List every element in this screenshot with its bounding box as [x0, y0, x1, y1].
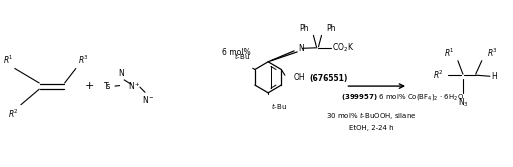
Text: N: N [119, 69, 125, 78]
Text: $R^3$: $R^3$ [78, 54, 89, 66]
Text: N$^-$: N$^-$ [142, 94, 154, 105]
Text: EtOH, 2-24 h: EtOH, 2-24 h [349, 125, 394, 131]
Text: CO$_2$K: CO$_2$K [332, 42, 354, 54]
Text: $R^2$: $R^2$ [8, 108, 19, 120]
Text: $\mathbf{(399957)}$ 6 mol% Co(BF$_4$)$_2$ · 6H$_2$O: $\mathbf{(399957)}$ 6 mol% Co(BF$_4$)$_2… [341, 92, 464, 102]
Text: 30 mol% $t$-BuOOH, silane: 30 mol% $t$-BuOOH, silane [326, 110, 417, 121]
Text: N$_3$: N$_3$ [458, 97, 468, 109]
Text: Ph: Ph [299, 24, 308, 33]
Text: (676551): (676551) [310, 74, 348, 83]
Text: $t$-Bu: $t$-Bu [234, 51, 250, 61]
Text: $R^3$: $R^3$ [487, 46, 498, 59]
Text: 6 mol%: 6 mol% [222, 48, 251, 57]
Text: $R^2$: $R^2$ [433, 69, 444, 81]
Text: H: H [491, 72, 497, 81]
Text: N: N [298, 44, 304, 53]
Text: $t$-Bu: $t$-Bu [271, 101, 287, 111]
Text: Ts: Ts [104, 82, 112, 91]
Text: $R^1$: $R^1$ [444, 46, 456, 59]
Text: Ph: Ph [327, 24, 336, 33]
Text: $R^1$: $R^1$ [3, 54, 14, 66]
Text: N$^+$: N$^+$ [128, 80, 141, 92]
Text: OH: OH [293, 73, 305, 82]
Text: +: + [84, 81, 94, 91]
